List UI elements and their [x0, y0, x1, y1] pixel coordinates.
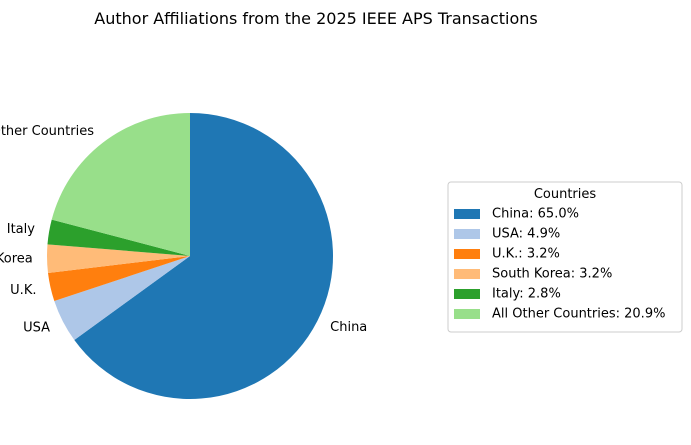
- legend-items: China: 65.0% USA: 4.9% U.K.: 3.2% South Kor…: [454, 207, 665, 322]
- legend-label-all-other-countries: All Other Countries: 20.9%: [492, 307, 665, 322]
- pie-slice-usa: [54, 256, 190, 341]
- legend-label-south-korea: South Korea: 3.2%: [492, 267, 612, 282]
- legend-swatch-italy: [454, 289, 480, 299]
- legend-swatch-usa: [454, 229, 480, 239]
- legend-label-china: China: 65.0%: [492, 207, 579, 222]
- slice-label-all-other-countries: All Other Countries: [0, 124, 94, 139]
- pie-slice-italy: [47, 219, 190, 256]
- slice-label-italy: Italy: [7, 222, 36, 237]
- legend-swatch-south-korea: [454, 269, 480, 279]
- legend-swatch-u-k: [454, 249, 480, 259]
- slice-label-usa: USA: [23, 320, 50, 335]
- legend-label-u-k: U.K.: 3.2%: [492, 247, 560, 262]
- legend-label-italy: Italy: 2.8%: [492, 287, 561, 302]
- pie-slice-south-korea: [47, 244, 190, 274]
- legend-title: Countries: [534, 187, 597, 202]
- slice-label-south-korea: South Korea: [0, 251, 33, 266]
- pie-slice-all-other-countries: [51, 113, 191, 256]
- legend-swatch-china: [454, 209, 480, 219]
- legend: Countries China: 65.0% USA: 4.9% U.K.: 3.2…: [447, 181, 683, 333]
- pie-slice-china: [74, 113, 333, 399]
- chart-title: Author Affiliations from the 2025 IEEE A…: [94, 9, 537, 28]
- slice-label-china: China: [330, 320, 367, 335]
- slice-label-u-k: U.K.: [10, 283, 36, 298]
- legend-label-usa: USA: 4.9%: [492, 227, 560, 242]
- pie-slice-labels: China USA U.K. South Korea Italy All Other Co…: [0, 124, 367, 335]
- legend-swatch-all-other-countries: [454, 309, 480, 319]
- pie-slices: [47, 113, 333, 399]
- legend-frame: [447, 181, 683, 333]
- pie-slice-u-k: [48, 256, 190, 302]
